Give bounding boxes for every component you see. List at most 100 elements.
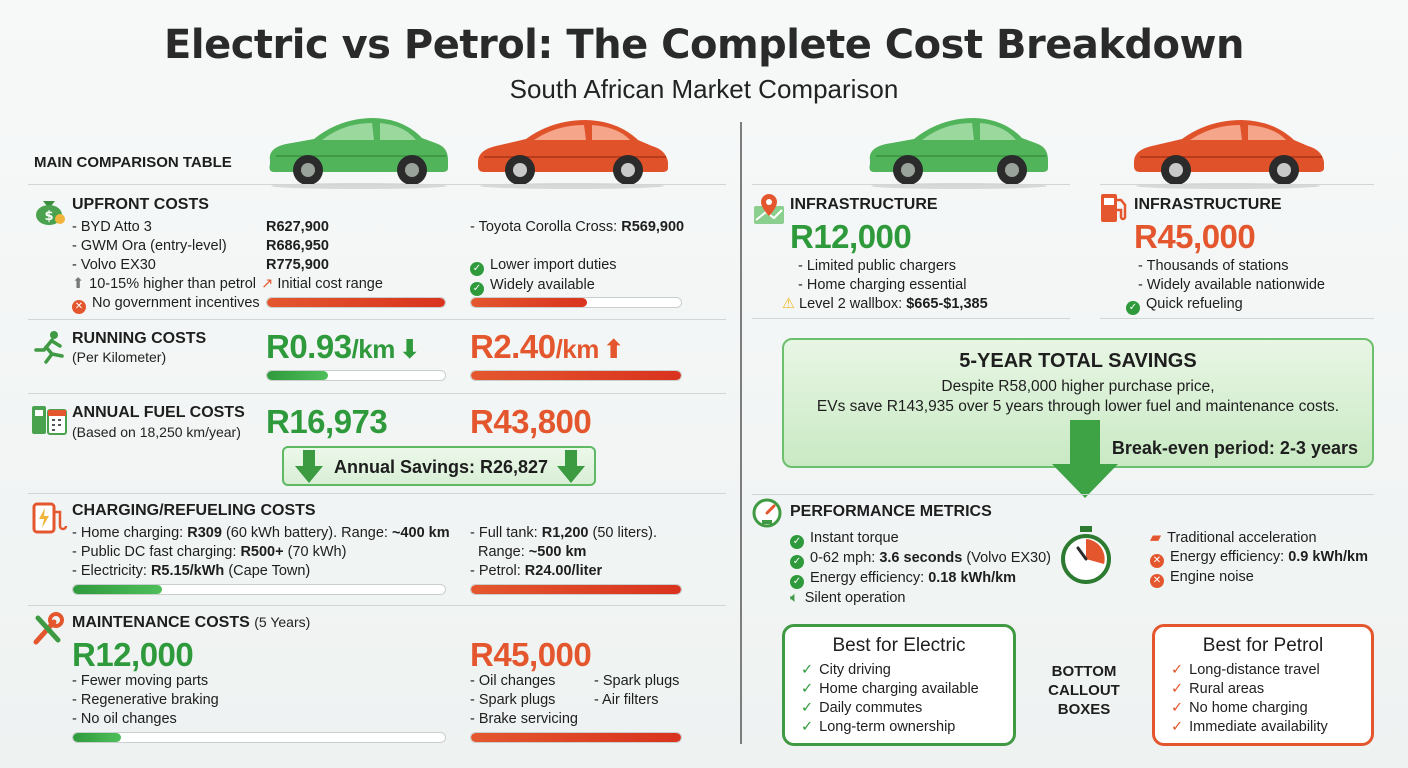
upfront-title: UPFRONT COSTS — [72, 196, 209, 213]
electric-car-icon — [268, 117, 449, 190]
ev-upfront-fill — [267, 298, 445, 307]
ev-maintenance-bar — [72, 732, 446, 743]
page-subtitle: South African Market Comparison — [509, 74, 899, 104]
metric-value: 3.6 seconds — [879, 550, 963, 566]
five-year-savings-box: 5-YEAR TOTAL SAVINGS Despite R58,000 hig… — [782, 338, 1374, 468]
charging-station-icon — [32, 502, 68, 534]
petrol-running-bar — [470, 370, 682, 381]
ev-charging-details: - Home charging: R309 (60 kWh battery). … — [72, 524, 450, 581]
arrow-up-icon: ⬆ — [72, 276, 85, 292]
list-item: Rural areas — [1189, 681, 1265, 697]
row-divider — [28, 393, 726, 394]
callout-label-line: CALLOUT — [1048, 682, 1120, 699]
detail-value: R1,200 — [541, 525, 589, 541]
check-icon: ✓ — [1171, 662, 1184, 678]
petrol-upfront-bar — [470, 297, 682, 308]
row-divider — [752, 184, 1070, 185]
detail-value: R24.00/liter — [524, 563, 603, 579]
check-circle-icon: ✓ — [790, 535, 804, 549]
callout-label: BOTTOM CALLOUT BOXES — [1036, 662, 1132, 719]
running-person-icon — [34, 331, 64, 364]
ev-performance-list: ✓ Instant torque ✓ 0-62 mph: 3.6 seconds (… — [790, 529, 1051, 608]
annual-savings-text: Annual Savings: R26,827 — [333, 457, 549, 477]
detail-text: (Cape Town) — [224, 563, 311, 579]
infra-petrol-value: R45,000 — [1134, 218, 1256, 255]
ev-model-name: - BYD Atto 3 — [72, 219, 152, 235]
engine-icon: ▰ — [1150, 530, 1162, 546]
check-icon: ✓ — [1171, 700, 1184, 716]
list-item: No home charging — [1189, 700, 1308, 716]
metric-text: Engine noise — [1170, 569, 1254, 585]
petrol-pro: Lower import duties — [490, 257, 617, 273]
ev-annual-value: R16,973 — [266, 403, 388, 440]
table-label: MAIN COMPARISON TABLE — [34, 154, 232, 171]
petrol-upfront-fill — [471, 298, 587, 307]
row-divider — [28, 184, 726, 185]
petrol-annual-value: R43,800 — [470, 403, 592, 440]
best-electric-list: ✓ City driving ✓ Home charging available ✓… — [801, 661, 979, 737]
ev-model-name: - Volvo EX30 — [72, 257, 156, 273]
ev-running-fill — [267, 371, 328, 380]
metric-text: (Volvo EX30) — [962, 550, 1052, 566]
check-circle-icon: ✓ — [470, 282, 484, 296]
wrench-screwdriver-icon — [33, 612, 64, 645]
row-divider — [752, 318, 1070, 319]
detail-text: Range: — [478, 544, 529, 560]
list-item: Long-distance travel — [1189, 662, 1320, 678]
best-petrol-box: Best for Petrol ✓ Long-distance travel ✓ R… — [1152, 624, 1374, 746]
check-icon: ✓ — [1171, 681, 1184, 697]
wallbox-note: ⚠ Level 2 wallbox: $665-$1,385 — [782, 295, 988, 314]
big-down-arrow-icon — [1052, 420, 1118, 498]
ev-model-price: R775,900 — [266, 257, 329, 273]
petrol-maintenance-list-2: - Spark plugs - Air filters — [594, 672, 679, 710]
check-icon: ✓ — [801, 662, 814, 678]
list-item: - Air filters — [594, 692, 659, 708]
metric-text: Silent operation — [804, 590, 906, 606]
ev-running-amount: R0.93 — [266, 328, 352, 365]
stopwatch-icon — [1061, 526, 1111, 584]
petrol-maintenance-list: - Oil changes - Spark plugs - Brake serv… — [470, 672, 578, 729]
petrol-maintenance-bar — [470, 732, 682, 743]
five-year-line1: Despite R58,000 higher purchase price, — [941, 378, 1215, 395]
detail-text: (70 kWh) — [283, 544, 347, 560]
wallbox-value: $665-$1,385 — [906, 296, 988, 312]
petrol-running-value: R2.40/km ⬆ — [470, 328, 625, 366]
detail-text: - Electricity: — [72, 563, 151, 579]
ev-higher-note: 10-15% higher than petrol — [89, 276, 257, 292]
petrol-running-amount: R2.40 — [470, 328, 556, 365]
check-circle-icon: ✓ — [790, 555, 804, 569]
list-item: - Spark plugs — [470, 692, 556, 708]
list-item: Long-term ownership — [819, 719, 956, 735]
speaker-icon: 🔈︎ — [790, 590, 799, 606]
page-title: Electric vs Petrol: The Complete Cost Br… — [164, 22, 1244, 68]
list-item: - Limited public chargers — [798, 258, 956, 274]
petrol-upfront: - Toyota Corolla Cross: R569,900 ✓ Lower … — [470, 218, 684, 296]
maintenance-title: MAINTENANCE COSTS — [72, 614, 250, 631]
breakeven-text: Break-even period: 2-3 years — [1111, 438, 1358, 458]
initial-cost-note: Initial cost range — [277, 276, 383, 292]
arrow-down-icon: ⬇ — [398, 334, 421, 364]
metric-text: 0-62 mph: — [810, 550, 880, 566]
check-icon: ✓ — [801, 681, 814, 697]
petrol-maintenance-value: R45,000 — [470, 636, 592, 673]
map-pin-icon — [754, 194, 784, 224]
trend-up-icon: ↗ — [261, 276, 274, 292]
best-petrol-list: ✓ Long-distance travel ✓ Rural areas ✓ No h… — [1171, 661, 1328, 737]
list-item: City driving — [819, 662, 891, 678]
running-subtitle: (Per Kilometer) — [72, 349, 167, 365]
best-electric-title: Best for Electric — [832, 635, 966, 656]
warning-icon: ⚠ — [782, 296, 795, 312]
ev-model-price: R627,900 — [266, 219, 329, 235]
row-divider — [28, 605, 726, 606]
check-icon: ✓ — [1171, 719, 1184, 735]
list-item: - Brake servicing — [470, 711, 578, 727]
five-year-line2: EVs save R143,935 over 5 years through l… — [816, 398, 1340, 415]
detail-text: - Home charging: — [72, 525, 188, 541]
detail-text: (50 liters). — [588, 525, 657, 541]
row-divider — [28, 319, 726, 320]
metric-text: Traditional acceleration — [1167, 530, 1317, 546]
row-divider — [1100, 184, 1374, 185]
running-title: RUNNING COSTS — [72, 330, 207, 347]
annual-savings-box: Annual Savings: R26,827 — [282, 446, 596, 486]
ev-running-bar — [266, 370, 446, 381]
